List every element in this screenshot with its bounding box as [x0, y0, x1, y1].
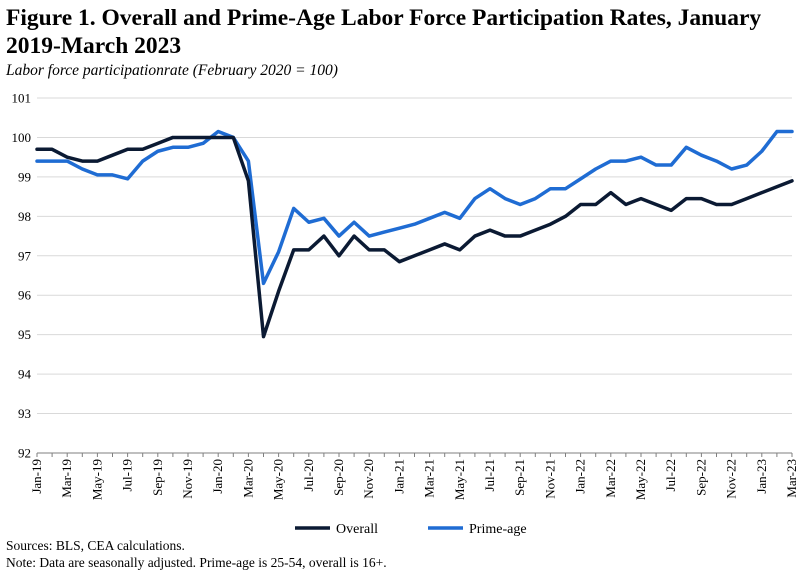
x-tick-label: Sep-21 — [512, 459, 527, 496]
x-tick-label: Sep-22 — [693, 459, 708, 496]
x-tick-label: Mar-19 — [59, 459, 74, 498]
x-tick-label: Mar-22 — [603, 459, 618, 498]
x-tick-label: May-19 — [89, 459, 104, 500]
x-tick-label: Mar-21 — [422, 459, 437, 498]
x-tick-label: May-20 — [271, 459, 286, 500]
x-tick-label: Nov-20 — [361, 459, 376, 499]
chart-notes: Sources: BLS, CEA calculations. Note: Da… — [6, 537, 387, 571]
x-tick-label: Mar-20 — [240, 459, 255, 498]
series-lines — [35, 129, 794, 339]
y-tick-label: 101 — [12, 91, 32, 106]
y-tick-label: 95 — [18, 327, 31, 342]
y-tick-label: 94 — [18, 367, 32, 382]
x-tick-label: Jul-19 — [120, 459, 135, 492]
x-tick-label: Jul-21 — [482, 459, 497, 492]
x-tick-label: May-21 — [452, 459, 467, 500]
x-tick-label: Sep-19 — [150, 459, 165, 496]
legend-overall-label: Overall — [336, 522, 378, 537]
series-line-overall — [35, 135, 794, 339]
y-tick-label: 96 — [18, 288, 32, 303]
y-tick-label: 100 — [12, 130, 32, 145]
y-tick-label: 92 — [18, 446, 31, 461]
x-tick-label: May-22 — [633, 459, 648, 500]
x-tick-label: Jan-20 — [210, 459, 225, 494]
chart-title: Figure 1. Overall and Prime-Age Labor Fo… — [6, 5, 762, 59]
x-tick-label: Nov-22 — [724, 459, 739, 499]
y-axis: 92 93 94 95 96 97 98 99 100 101 — [12, 91, 32, 461]
chart-subtitle: Labor force participationrate (February … — [6, 62, 338, 79]
x-tick-label: Jan-21 — [391, 459, 406, 494]
x-tick-label: Jan-23 — [754, 459, 769, 494]
x-tick-label: Jan-19 — [29, 459, 44, 494]
x-axis: Jan-19 Mar-19 May-19 Jul-19 Sep-19 Nov-19 Jan-… — [29, 452, 799, 500]
x-tick-label: Nov-19 — [180, 459, 195, 499]
x-tick-label: Jul-20 — [301, 459, 316, 492]
y-tick-label: 99 — [18, 169, 31, 184]
y-tick-label: 98 — [18, 209, 31, 224]
legend: Overall Prime-age — [295, 522, 527, 537]
y-tick-label: 93 — [18, 406, 31, 421]
x-tick-label: Jul-22 — [663, 459, 678, 492]
x-tick-label: Jan-22 — [573, 459, 588, 494]
x-tick-label: Nov-21 — [542, 459, 557, 499]
series-line-prime-age — [35, 129, 794, 286]
y-tick-label: 97 — [18, 248, 32, 263]
sources-note: Sources: BLS, CEA calculations. — [6, 538, 185, 553]
x-tick-label: Mar-23 — [784, 459, 799, 498]
x-tick-label: Sep-20 — [331, 459, 346, 496]
gridlines — [37, 97, 792, 415]
legend-prime-age-label: Prime-age — [469, 522, 527, 537]
data-note: Note: Data are seasonally adjusted. Prim… — [6, 555, 387, 570]
